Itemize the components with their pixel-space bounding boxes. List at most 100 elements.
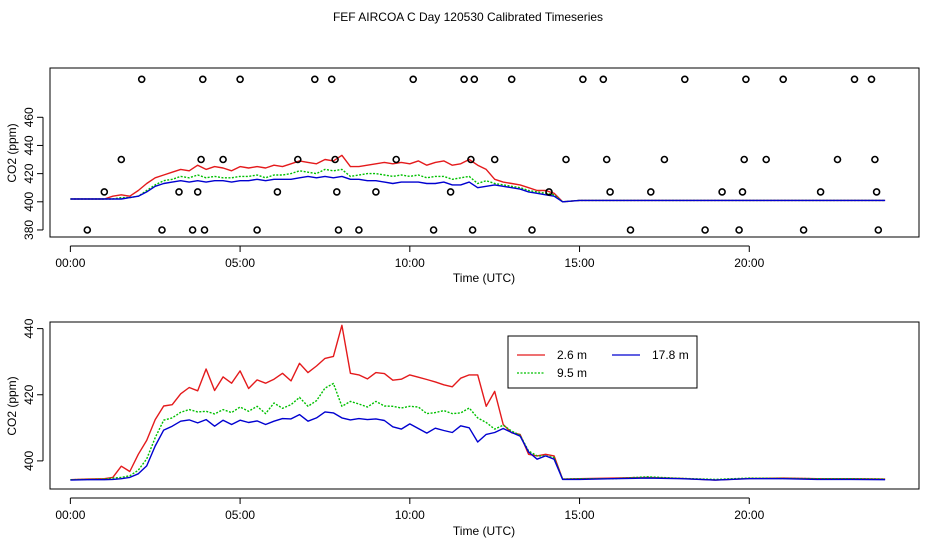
top-raw-point bbox=[392, 155, 401, 164]
top-raw-point bbox=[874, 226, 883, 234]
top-raw-point bbox=[850, 75, 859, 84]
top-raw-point bbox=[188, 226, 197, 234]
bottom-series-lines bbox=[70, 324, 886, 481]
bottom-series-9-5m bbox=[70, 382, 886, 481]
top-raw-point bbox=[117, 155, 126, 164]
top-raw-point bbox=[253, 226, 261, 234]
top-panel: 00:00 05:00 10:00 15:00 20:00 380 400 420 440 46… bbox=[5, 67, 920, 285]
top-raw-point bbox=[799, 226, 808, 234]
top-raw-point bbox=[871, 155, 879, 164]
top-raw-point bbox=[579, 75, 587, 84]
bottom-x-axis-label: Time (UTC) bbox=[453, 524, 515, 538]
top-raw-point bbox=[199, 75, 207, 84]
top-plot-frame bbox=[49, 67, 920, 238]
top-raw-point bbox=[355, 226, 363, 234]
top-raw-point bbox=[200, 226, 209, 234]
bottom-y-tick-label: 440 bbox=[22, 318, 36, 338]
top-raw-point bbox=[701, 226, 709, 234]
bottom-x-tick-label: 05:00 bbox=[225, 508, 255, 522]
top-raw-point bbox=[779, 75, 788, 84]
top-raw-point bbox=[372, 188, 380, 196]
top-raw-point bbox=[327, 75, 336, 84]
top-raw-point bbox=[175, 188, 183, 196]
top-raw-point bbox=[562, 155, 570, 164]
top-raw-point bbox=[602, 155, 611, 164]
top-raw-point bbox=[409, 75, 418, 84]
top-raw-point bbox=[735, 226, 743, 234]
top-raw-point bbox=[332, 188, 341, 196]
top-raw-point bbox=[507, 75, 516, 84]
bottom-x-tick-label: 10:00 bbox=[395, 508, 425, 522]
bottom-plot-frame bbox=[49, 321, 920, 490]
top-series-lines bbox=[70, 154, 886, 203]
top-raw-point bbox=[273, 188, 282, 196]
top-raw-point bbox=[158, 226, 166, 234]
top-raw-point bbox=[867, 75, 876, 84]
top-raw-point bbox=[490, 155, 499, 164]
top-raw-point bbox=[718, 188, 726, 196]
top-y-axis-label: CO2 (ppm) bbox=[5, 123, 19, 182]
top-x-axis-label: Time (UTC) bbox=[453, 271, 515, 285]
top-raw-point bbox=[738, 188, 747, 196]
top-raw-point bbox=[626, 226, 635, 234]
figure-title: FEF AIRCOA C Day 120530 Calibrated Times… bbox=[333, 10, 603, 24]
top-x-tick-label: 00:00 bbox=[55, 256, 85, 270]
top-raw-point bbox=[742, 75, 750, 84]
top-raw-point bbox=[599, 75, 608, 84]
top-raw-point bbox=[646, 188, 655, 196]
top-x-tick-label: 20:00 bbox=[734, 256, 764, 270]
top-raw-point bbox=[310, 75, 319, 84]
top-raw-point bbox=[660, 155, 669, 164]
bottom-y-tick-label: 400 bbox=[22, 451, 36, 471]
top-raw-point bbox=[680, 75, 689, 84]
top-y-tick-label: 380 bbox=[22, 220, 36, 240]
top-raw-point bbox=[468, 226, 477, 234]
top-raw-point bbox=[762, 155, 771, 164]
top-raw-point bbox=[100, 188, 109, 196]
top-raw-point bbox=[334, 226, 343, 234]
top-y-tick-label: 460 bbox=[22, 107, 36, 127]
bottom-x-tick-label: 00:00 bbox=[55, 508, 85, 522]
top-raw-point bbox=[137, 75, 146, 84]
top-raw-point bbox=[197, 155, 205, 164]
bottom-x-axis: 00:00 05:00 10:00 15:00 20:00 bbox=[55, 497, 765, 522]
legend-label-17-8m: 17.8 m bbox=[652, 348, 689, 362]
top-raw-point bbox=[83, 226, 92, 234]
bottom-y-tick-label: 420 bbox=[22, 384, 36, 404]
bottom-x-tick-label: 15:00 bbox=[565, 508, 595, 522]
legend: 2.6 m 17.8 m 9.5 m bbox=[507, 335, 698, 389]
top-raw-point bbox=[816, 188, 825, 196]
bottom-series-2-6m bbox=[70, 324, 886, 481]
top-x-axis: 00:00 05:00 10:00 15:00 20:00 bbox=[55, 245, 765, 270]
top-y-tick-label: 400 bbox=[22, 191, 36, 211]
top-raw-point bbox=[467, 155, 475, 164]
top-raw-point bbox=[446, 188, 455, 196]
top-series-9-5m bbox=[70, 168, 886, 203]
top-raw-point bbox=[236, 75, 244, 84]
top-series-17-8m bbox=[70, 175, 886, 203]
top-raw-point bbox=[331, 155, 339, 164]
top-raw-point bbox=[740, 155, 749, 164]
top-raw-point bbox=[460, 75, 468, 84]
bottom-series-17-8m bbox=[70, 411, 886, 481]
top-raw-point bbox=[219, 155, 227, 164]
top-raw-points bbox=[83, 75, 883, 234]
bottom-panel: 00:00 05:00 10:00 15:00 20:00 400 420 440 Time… bbox=[5, 318, 920, 538]
legend-label-9-5m: 9.5 m bbox=[557, 366, 587, 380]
top-raw-point bbox=[429, 226, 438, 234]
top-raw-point bbox=[606, 188, 614, 196]
top-y-tick-label: 420 bbox=[22, 163, 36, 183]
top-raw-point bbox=[545, 188, 553, 196]
top-y-axis: 380 400 420 440 460 bbox=[22, 107, 44, 240]
bottom-x-tick-label: 20:00 bbox=[734, 508, 764, 522]
bottom-y-axis: 400 420 440 bbox=[22, 318, 44, 471]
top-x-tick-label: 10:00 bbox=[395, 256, 425, 270]
top-series-2-6m bbox=[70, 154, 886, 203]
top-raw-point bbox=[872, 188, 881, 196]
top-x-tick-label: 05:00 bbox=[225, 256, 255, 270]
legend-box bbox=[507, 335, 698, 389]
bottom-y-axis-label: CO2 (ppm) bbox=[5, 376, 19, 435]
top-y-tick-label: 440 bbox=[22, 135, 36, 155]
top-raw-point bbox=[470, 75, 479, 84]
